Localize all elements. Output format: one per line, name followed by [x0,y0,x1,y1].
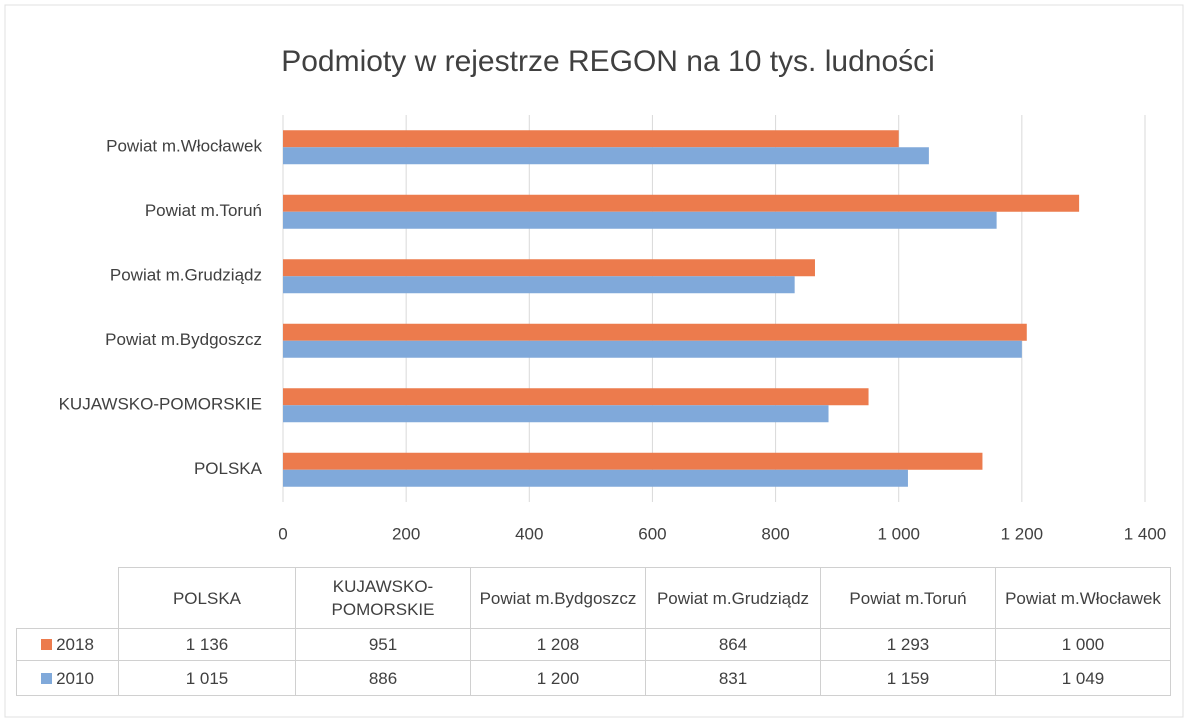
table-value: 1 015 [118,660,296,696]
cell-text: 2010 [56,668,94,688]
cell-text: 951 [368,635,398,654]
table-value: 886 [295,660,471,696]
cell-text: KUJAWSKO-POMORSKIE [331,577,435,619]
x-tick-label: 1 200 [1001,524,1044,543]
cell-text: 2018 [56,635,94,654]
bar [283,259,815,277]
cell-text: 831 [718,668,748,688]
table-value: 1 000 [995,628,1171,661]
table-value: 1 049 [995,660,1171,696]
table-header: Powiat m.Grudziądz [645,567,821,629]
cell-text: 886 [368,668,398,688]
x-tick-label: 400 [515,524,543,543]
x-tick-label: 0 [278,524,287,543]
y-tick-label: Powiat m.Grudziądz [110,266,262,285]
cell-text: 1 000 [1061,635,1105,654]
cell-text: POLSKA [172,588,242,608]
cell-text: 1 293 [886,635,930,654]
bar [283,276,795,294]
x-tick-label: 800 [761,524,789,543]
bar [283,323,1027,341]
legend-swatch [41,639,53,650]
legend-entry: 2010 [16,660,119,696]
y-tick-label: Powiat m.Włocławek [106,137,262,156]
table-value: 864 [645,628,821,661]
cell-text: 1 208 [536,635,580,654]
cell-text: Powiat m.Grudziądz [656,588,810,608]
y-tick-label: Powiat m.Toruń [145,201,262,220]
chart-title: Podmioty w rejestrze REGON na 10 tys. lu… [281,45,935,78]
table-value: 1 159 [820,660,996,696]
bar [283,211,997,229]
cell-text: 1 136 [185,635,229,654]
cell-text: 1 049 [1061,668,1105,688]
legend-swatch [41,672,53,684]
bar [283,469,908,487]
bar [283,388,869,406]
x-tick-label: 1 000 [877,524,920,543]
x-tick-label: 200 [392,524,420,543]
cell-text: 1 200 [536,668,580,688]
bar [283,130,899,148]
table-value: 1 136 [118,628,296,661]
table-value: 1 208 [470,628,646,661]
y-tick-label: Powiat m.Bydgoszcz [105,330,262,349]
cell-text: Powiat m.Włocławek [1005,588,1161,608]
bar [283,405,829,423]
bar [283,340,1022,358]
y-tick-label: POLSKA [194,459,263,478]
table-value: 1 293 [820,628,996,661]
cell-text: 1 015 [185,668,229,688]
table-value: 1 200 [470,660,646,696]
table-value: 951 [295,628,471,661]
table-value: 831 [645,660,821,696]
bar [283,194,1080,212]
cell-text: 1 159 [886,668,930,688]
bar [283,147,929,165]
table-header: POLSKA [118,567,296,629]
bar [283,452,983,470]
table-header: Powiat m.Toruń [820,567,996,629]
x-tick-label: 1 400 [1124,524,1167,543]
table-header: KUJAWSKO-POMORSKIE [295,567,471,629]
cell-text: Powiat m.Toruń [849,588,967,608]
legend-entry: 2018 [16,628,119,661]
cell-text: 864 [718,635,748,654]
x-tick-label: 600 [638,524,666,543]
table-header: Powiat m.Włocławek [995,567,1171,629]
table-header: Powiat m.Bydgoszcz [470,567,646,629]
chart-border [4,4,1184,718]
y-tick-label: KUJAWSKO-POMORSKIE [59,395,262,414]
cell-text: Powiat m.Bydgoszcz [479,588,637,608]
